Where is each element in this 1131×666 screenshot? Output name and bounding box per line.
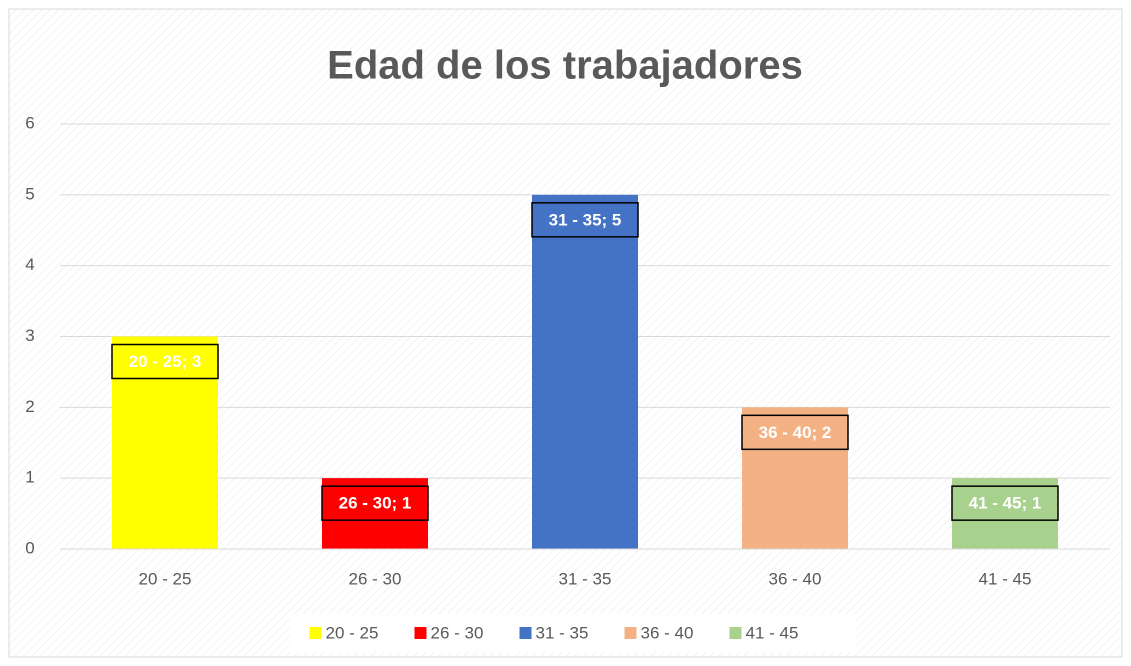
legend-label: 26 - 30 [431,623,484,642]
data-label-box [741,414,849,451]
data-label-box [111,343,219,380]
data-label: 41 - 45; 1 [969,494,1042,513]
legend-swatch [519,627,532,639]
bar [112,336,218,549]
x-tick-label: 31 - 35 [559,569,612,588]
y-tick-label: 1 [25,468,34,487]
x-tick-label: 36 - 40 [769,569,822,588]
x-tick-label: 20 - 25 [139,569,192,588]
x-tick-label: 41 - 45 [979,569,1032,588]
data-label: 36 - 40; 2 [759,423,832,442]
data-label: 20 - 25; 3 [129,352,202,371]
bar [532,194,638,550]
bar [742,407,848,549]
data-label: 31 - 35; 5 [549,210,622,229]
bar [322,478,428,549]
bar [952,478,1058,549]
legend-swatch [624,627,637,639]
chart-title: Edad de los trabajadores [327,44,803,88]
data-label: 26 - 30; 1 [339,494,412,513]
y-tick-label: 3 [25,326,34,345]
y-tick-label: 0 [25,538,34,557]
y-tick-label: 2 [25,397,34,416]
legend-label: 31 - 35 [536,623,589,642]
legend-label: 36 - 40 [641,623,694,642]
legend-swatch [414,627,427,639]
data-label-box [321,485,429,521]
legend-label: 20 - 25 [326,623,379,642]
legend-swatch [309,627,322,639]
legend-box [290,614,855,652]
legend-label: 41 - 45 [746,623,799,642]
legend-swatch [729,627,742,639]
y-tick-label: 5 [25,184,34,203]
data-label-box [531,202,639,238]
y-tick-label: 6 [25,113,34,132]
data-label-box [951,485,1059,521]
y-tick-label: 4 [25,255,34,274]
x-tick-label: 26 - 30 [349,569,402,588]
